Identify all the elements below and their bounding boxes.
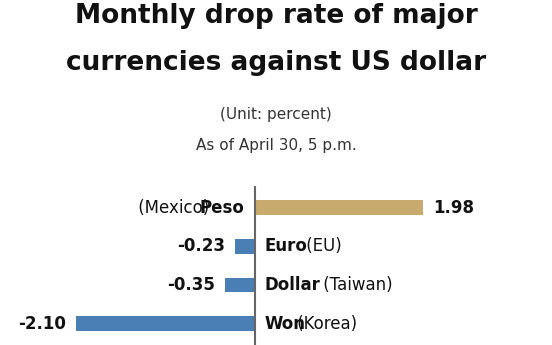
Text: 1.98: 1.98 bbox=[433, 199, 474, 217]
Text: Peso: Peso bbox=[200, 199, 245, 217]
Text: (Mexico): (Mexico) bbox=[132, 199, 209, 217]
Text: Won: Won bbox=[265, 315, 306, 333]
Text: (Taiwan): (Taiwan) bbox=[319, 276, 393, 294]
Bar bbox=[225, 278, 255, 292]
Text: Dollar: Dollar bbox=[265, 276, 321, 294]
Text: As of April 30, 5 p.m.: As of April 30, 5 p.m. bbox=[195, 138, 357, 153]
Bar bbox=[76, 316, 255, 331]
Bar bbox=[255, 200, 423, 215]
Text: Monthly drop rate of major: Monthly drop rate of major bbox=[75, 3, 477, 29]
Text: -2.10: -2.10 bbox=[18, 315, 66, 333]
Text: Euro: Euro bbox=[265, 237, 308, 255]
Text: (Unit: percent): (Unit: percent) bbox=[220, 107, 332, 122]
Text: (EU): (EU) bbox=[301, 237, 341, 255]
Text: -0.35: -0.35 bbox=[167, 276, 215, 294]
Bar bbox=[235, 239, 255, 254]
Text: currencies against US dollar: currencies against US dollar bbox=[66, 50, 486, 76]
Text: -0.23: -0.23 bbox=[177, 237, 225, 255]
Text: (Korea): (Korea) bbox=[291, 315, 357, 333]
